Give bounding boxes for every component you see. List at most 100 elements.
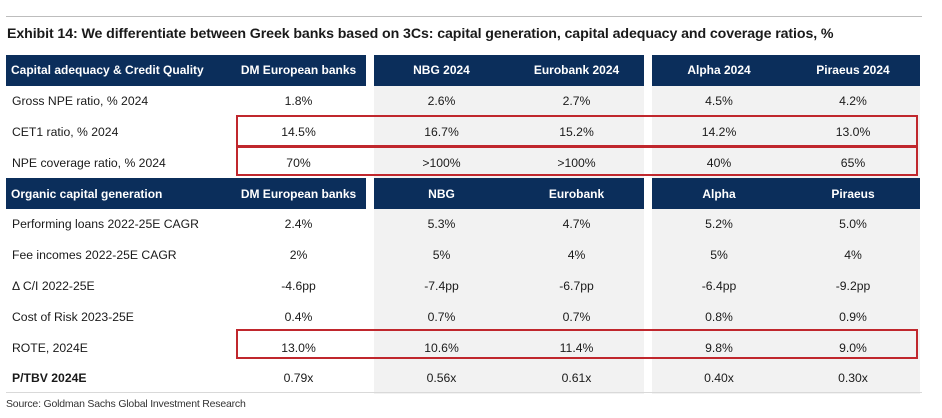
table-row: Cost of Risk 2023-25E 0.4% 0.7% 0.7% 0.8% 0.9… <box>6 301 920 333</box>
table-row: NPE coverage ratio, % 2024 70% >100% >100% 4… <box>6 147 920 179</box>
row-label: Performing loans 2022-25E CAGR <box>6 208 231 240</box>
row-label: Cost of Risk 2023-25E <box>6 301 231 333</box>
value-cell: 13.0% <box>786 116 920 148</box>
value-cell: 1.8% <box>231 85 366 117</box>
section-title: Capital adequacy & Credit Quality <box>6 55 231 86</box>
value-cell: 0.61x <box>509 362 644 394</box>
row-label: CET1 ratio, % 2024 <box>6 116 231 148</box>
table-row: Δ C/I 2022-25E -4.6pp -7.4pp -6.7pp -6.4pp -9… <box>6 270 920 302</box>
value-cell: -4.6pp <box>231 270 366 302</box>
value-cell: 4.5% <box>652 85 786 117</box>
value-cell: 5% <box>374 239 509 271</box>
column-header: NBG 2024 <box>374 55 509 86</box>
section-title: Organic capital generation <box>6 178 231 209</box>
column-gap <box>644 362 652 394</box>
value-cell: 0.7% <box>374 301 509 333</box>
section-header-row: Capital adequacy & Credit Quality DM Euro… <box>6 55 920 86</box>
column-header: Eurobank <box>509 178 644 209</box>
table-row: P/TBV 2024E 0.79x 0.56x 0.61x 0.40x 0.30x <box>6 362 920 394</box>
column-header: Eurobank 2024 <box>509 55 644 86</box>
row-label: Δ C/I 2022-25E <box>6 270 231 302</box>
column-header: Piraeus 2024 <box>786 55 920 86</box>
row-label: Gross NPE ratio, % 2024 <box>6 85 231 117</box>
column-header: NBG <box>374 178 509 209</box>
value-cell: 40% <box>652 147 786 179</box>
table-row: Gross NPE ratio, % 2024 1.8% 2.6% 2.7% 4.5% 4… <box>6 85 920 117</box>
table-row: Performing loans 2022-25E CAGR 2.4% 5.3% 4.… <box>6 208 920 240</box>
value-cell: 10.6% <box>374 332 509 363</box>
column-gap <box>366 332 374 363</box>
column-gap <box>644 147 652 179</box>
value-cell: 2.6% <box>374 85 509 117</box>
value-cell: >100% <box>374 147 509 179</box>
column-gap <box>366 239 374 271</box>
value-cell: 0.79x <box>231 362 366 394</box>
column-gap <box>644 116 652 148</box>
column-gap <box>644 55 652 86</box>
row-label: Fee incomes 2022-25E CAGR <box>6 239 231 271</box>
value-cell: 11.4% <box>509 332 644 363</box>
value-cell: 5.2% <box>652 208 786 240</box>
column-gap <box>366 55 374 86</box>
column-gap <box>366 116 374 148</box>
bottom-rule <box>6 392 922 393</box>
value-cell: 9.8% <box>652 332 786 363</box>
column-gap <box>644 270 652 302</box>
column-gap <box>366 208 374 240</box>
column-gap <box>366 178 374 209</box>
value-cell: 0.8% <box>652 301 786 333</box>
column-gap <box>366 270 374 302</box>
column-header: Alpha 2024 <box>652 55 786 86</box>
column-gap <box>366 85 374 117</box>
column-gap <box>366 147 374 179</box>
column-gap <box>366 362 374 394</box>
column-gap <box>644 332 652 363</box>
value-cell: 70% <box>231 147 366 179</box>
exhibit-title: Exhibit 14: We differentiate between Gre… <box>7 26 834 42</box>
value-cell: -7.4pp <box>374 270 509 302</box>
table-row: CET1 ratio, % 2024 14.5% 16.7% 15.2% 14.2% 13… <box>6 116 920 148</box>
value-cell: 5% <box>652 239 786 271</box>
column-header: DM European banks <box>231 178 366 209</box>
column-gap <box>366 301 374 333</box>
value-cell: 14.5% <box>231 116 366 148</box>
row-label: ROTE, 2024E <box>6 332 231 363</box>
value-cell: 16.7% <box>374 116 509 148</box>
value-cell: 5.3% <box>374 208 509 240</box>
value-cell: 4% <box>509 239 644 271</box>
value-cell: 4% <box>786 239 920 271</box>
value-cell: 13.0% <box>231 332 366 363</box>
column-gap <box>644 178 652 209</box>
value-cell: 2% <box>231 239 366 271</box>
column-header: Alpha <box>652 178 786 209</box>
value-cell: 4.7% <box>509 208 644 240</box>
bank-comparison-table: Capital adequacy & Credit Quality DM Euro… <box>6 55 920 394</box>
value-cell: 15.2% <box>509 116 644 148</box>
value-cell: >100% <box>509 147 644 179</box>
column-gap <box>644 239 652 271</box>
value-cell: 0.56x <box>374 362 509 394</box>
value-cell: 0.30x <box>786 362 920 394</box>
top-rule <box>6 16 922 17</box>
row-label: NPE coverage ratio, % 2024 <box>6 147 231 179</box>
value-cell: 0.40x <box>652 362 786 394</box>
value-cell: 0.9% <box>786 301 920 333</box>
column-header: DM European banks <box>231 55 366 86</box>
value-cell: 65% <box>786 147 920 179</box>
row-label: P/TBV 2024E <box>6 362 231 394</box>
table-row: Fee incomes 2022-25E CAGR 2% 5% 4% 5% 4% <box>6 239 920 271</box>
value-cell: -9.2pp <box>786 270 920 302</box>
section-header-row: Organic capital generation DM European ba… <box>6 178 920 209</box>
value-cell: -6.7pp <box>509 270 644 302</box>
table-row: ROTE, 2024E 13.0% 10.6% 11.4% 9.8% 9.0% <box>6 332 920 363</box>
value-cell: 2.4% <box>231 208 366 240</box>
column-header: Piraeus <box>786 178 920 209</box>
value-cell: 14.2% <box>652 116 786 148</box>
value-cell: 4.2% <box>786 85 920 117</box>
column-gap <box>644 85 652 117</box>
source-note: Source: Goldman Sachs Global Investment … <box>6 398 246 410</box>
value-cell: 0.7% <box>509 301 644 333</box>
column-gap <box>644 301 652 333</box>
value-cell: 2.7% <box>509 85 644 117</box>
value-cell: 0.4% <box>231 301 366 333</box>
